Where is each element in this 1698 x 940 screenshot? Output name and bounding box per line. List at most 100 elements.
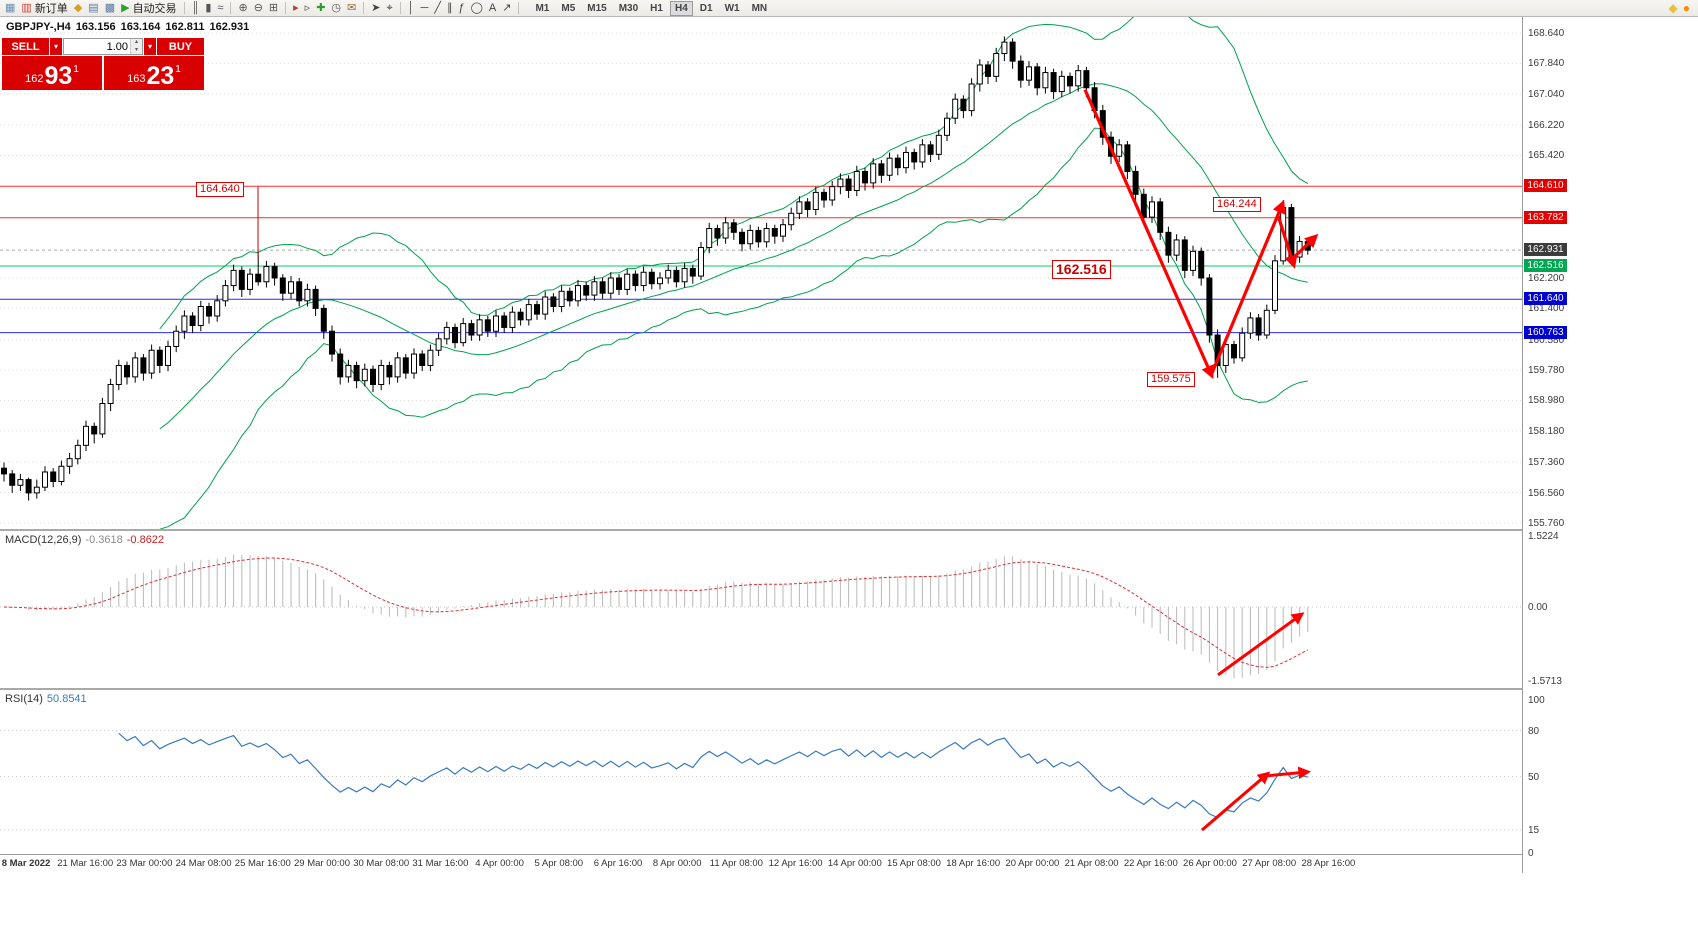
candle-body — [312, 288, 319, 309]
main-chart-canvas[interactable] — [0, 17, 1522, 529]
candle-body — [1, 467, 7, 475]
rsi-indicator-panel[interactable]: RSI(14) 50.8541 — [0, 690, 1522, 854]
autotrading-button[interactable]: ▶ 自动交易 — [119, 1, 178, 16]
trend-arrow[interactable] — [1276, 214, 1298, 269]
macd-indicator-panel[interactable]: MACD(12,26,9) -0.3618 -0.8622 — [0, 531, 1522, 687]
rsi-label: RSI(14) 50.8541 — [5, 693, 91, 705]
cursor-icon[interactable]: ➤ — [369, 1, 382, 16]
add-indicator-icon[interactable]: ✚ — [314, 1, 327, 16]
template-icon[interactable]: ✉ — [345, 1, 358, 16]
panel-splitter-main-macd[interactable] — [0, 529, 1568, 531]
volume-decrease-icon[interactable]: ▾ — [131, 46, 142, 54]
chart-shift-icon[interactable]: ▹ — [303, 1, 313, 16]
timeframe-m15-button[interactable]: M15 — [587, 2, 607, 14]
volume-increase-icon[interactable]: ▴ — [131, 39, 142, 47]
timeframe-m5-button[interactable]: M5 — [561, 2, 576, 14]
bid-price-big-digits: 93 — [44, 62, 73, 90]
fibonacci-icon[interactable]: ƒ — [456, 1, 466, 16]
main-price-panel[interactable]: GBPJPY-,H4 163.156 163.164 162.811 162.931 S… — [0, 17, 1522, 529]
time-axis[interactable]: 8 Mar 2022 21 Mar 16:00 23 Mar 00:00 24 Mar… — [0, 854, 1568, 873]
sell-button[interactable]: SELL — [2, 38, 49, 55]
alerts-icon[interactable]: ◆ — [1668, 0, 1678, 15]
candle-body — [378, 364, 385, 385]
trend-arrow[interactable] — [1083, 89, 1214, 380]
main-toolbar: ▦ ▥ 新订单 ◆ ▤ ▩ ▶ 自动交易 ║ ▮ ≈ ⊕ ⊖ ⊞ ▸ ▹ ✚ ◷ ✉ ➤ ⌖ │ ─ ╱ ∥ ƒ ◯ A ↗ M1 M5 M1… — [0, 0, 1698, 17]
candles-series — [1, 36, 1311, 501]
candle-body — [1255, 317, 1262, 336]
candle-body — [1132, 170, 1139, 195]
buy-button[interactable]: BUY — [157, 38, 204, 55]
rsi-trend-arrow[interactable] — [1201, 771, 1271, 832]
time-axis-label: 23 Mar 00:00 — [116, 858, 173, 869]
candle-body — [288, 281, 294, 294]
community-status-icon[interactable]: ● — [1682, 0, 1690, 15]
text-label-icon[interactable]: A — [487, 1, 498, 16]
candle-body — [845, 178, 852, 191]
candle-body — [763, 228, 770, 243]
price-annotation[interactable]: 164.244 — [1213, 197, 1261, 212]
cursor-icon: ➤ — [371, 1, 381, 14]
sell-dropdown-icon[interactable]: ▾ — [50, 38, 62, 55]
price-annotation[interactable]: 159.575 — [1147, 372, 1195, 387]
sell-price-button[interactable]: 162 93 1 — [2, 56, 102, 90]
candle-body — [903, 151, 909, 169]
timeframe-mn-button[interactable]: MN — [751, 2, 768, 14]
zoom-in-icon[interactable]: ⊕ — [236, 1, 249, 16]
bar-chart-icon[interactable]: ║ — [190, 1, 202, 16]
data-window-icon[interactable]: ▩ — [103, 1, 117, 16]
buy-dropdown-icon[interactable]: ▾ — [144, 38, 156, 55]
vertical-line-icon[interactable]: │ — [406, 1, 417, 16]
trendline-icon[interactable]: ╱ — [432, 1, 443, 16]
rsi-trend-arrow[interactable] — [1259, 766, 1311, 780]
candle-body — [812, 191, 819, 211]
candle-body — [542, 296, 549, 315]
price-axis[interactable]: 168.640 167.840 167.040 166.220 165.420 162.2… — [1522, 17, 1569, 873]
price-annotation[interactable]: 162.516 — [1052, 260, 1111, 279]
time-axis-label: 15 Apr 08:00 — [887, 858, 941, 869]
buy-price-button[interactable]: 163 23 1 — [104, 56, 204, 90]
trend-arrow[interactable] — [1287, 233, 1319, 264]
time-axis-label: 14 Apr 00:00 — [827, 858, 882, 869]
macd-trend-arrow[interactable] — [1217, 612, 1305, 677]
new-order-button[interactable]: ▥ 新订单 — [19, 1, 69, 16]
candle-body — [952, 98, 959, 119]
panel-splitter-macd-rsi[interactable] — [0, 688, 1568, 690]
trend-arrow[interactable] — [1210, 199, 1286, 374]
sell-button-label: SELL — [11, 40, 40, 53]
candlestick-chart-icon[interactable]: ▮ — [203, 1, 213, 16]
macd-canvas[interactable] — [0, 531, 1522, 687]
candle-body — [780, 224, 786, 237]
candle-body — [386, 364, 393, 378]
indicator-list-icon[interactable]: ◆ — [72, 1, 84, 16]
tile-windows-icon[interactable]: ⊞ — [267, 1, 280, 16]
timeframe-m30-button[interactable]: M30 — [618, 2, 639, 14]
auto-scroll-icon[interactable]: ▸ — [291, 1, 301, 16]
line-chart-icon[interactable]: ≈ — [215, 1, 225, 16]
equidistant-channel-icon[interactable]: ∥ — [445, 1, 455, 16]
volume-input[interactable] — [64, 39, 130, 54]
timeframe-w1-button[interactable]: W1 — [724, 2, 740, 14]
arrows-tool-icon[interactable]: ↗ — [500, 1, 513, 16]
price-annotation[interactable]: 164.640 — [196, 182, 244, 197]
market-watch-icon[interactable]: ▤ — [86, 1, 100, 16]
period-selector-icon[interactable]: ◷ — [329, 1, 343, 16]
volume-box: ▴ ▾ — [63, 38, 143, 55]
timeframe-h4-button[interactable]: H4 — [669, 0, 693, 16]
bid-price-integer: 162 — [25, 73, 44, 85]
timeframe-m1-button[interactable]: M1 — [535, 2, 550, 14]
rsi-canvas[interactable] — [0, 690, 1522, 854]
candle-body — [616, 277, 622, 290]
candle-body — [1001, 41, 1008, 55]
timeframe-h1-button[interactable]: H1 — [650, 2, 663, 14]
toolbar-separator — [518, 2, 520, 14]
candle-body — [837, 178, 844, 188]
chart-window-icon[interactable]: ▦ — [3, 1, 17, 16]
candle-body — [1009, 41, 1016, 62]
crosshair-icon[interactable]: ⌖ — [384, 1, 394, 16]
candle-body — [640, 271, 647, 287]
candle-body — [976, 64, 983, 85]
horizontal-line-icon[interactable]: ─ — [419, 1, 431, 16]
shapes-icon[interactable]: ◯ — [469, 1, 485, 16]
timeframe-d1-button[interactable]: D1 — [699, 2, 713, 14]
zoom-out-icon[interactable]: ⊖ — [252, 1, 265, 16]
